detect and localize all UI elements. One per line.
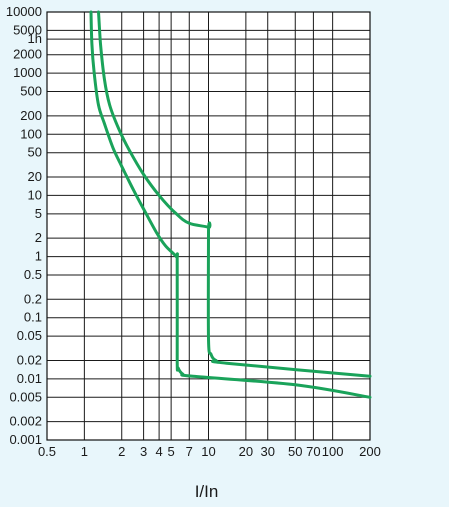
y-tick-label: 1: [35, 249, 42, 264]
x-tick-label: 1: [81, 444, 88, 459]
y-tick-label: 200: [20, 108, 42, 123]
x-tick-labels: 0.5 1 2 3 4 5 7 10 20 30 50 70 100 200: [38, 444, 381, 459]
x-tick-label: 50: [288, 444, 302, 459]
y-tick-label: 0.01: [17, 371, 42, 386]
y-tick-label: 0.2: [24, 291, 42, 306]
y-tick-label: 0.002: [9, 414, 42, 429]
y-tick-label: 0.1: [24, 310, 42, 325]
x-tick-label: 4: [155, 444, 162, 459]
x-tick-label: 2: [118, 444, 125, 459]
x-tick-label: 20: [239, 444, 253, 459]
y-tick-label: 1000: [13, 65, 42, 80]
x-tick-label: 30: [260, 444, 274, 459]
y-tick-label: 0.005: [9, 389, 42, 404]
x-tick-label: 200: [359, 444, 381, 459]
y-tick-label: 0.5: [24, 267, 42, 282]
y-tick-label: 20: [28, 169, 42, 184]
y-tick-label: 2: [35, 230, 42, 245]
y-tick-label: 0.02: [17, 352, 42, 367]
y-tick-label: 1h: [28, 31, 42, 46]
x-tick-label: 0.5: [38, 444, 56, 459]
y-tick-label: 5000: [13, 22, 42, 37]
series-layer: [89, 10, 372, 399]
x-axis-title: I/In: [195, 482, 219, 501]
y-tick-label: 50: [28, 145, 42, 160]
y-tick-label: 2000: [13, 47, 42, 62]
y-tick-label: 100: [20, 126, 42, 141]
trip-curve-line-2: [97, 10, 372, 378]
y-tick-label: 500: [20, 84, 42, 99]
plot-frame: [46, 11, 371, 441]
x-tick-label: 3: [140, 444, 147, 459]
y-tick-label: 0.05: [17, 328, 42, 343]
x-tick-label: 5: [168, 444, 175, 459]
y-tick-label: 5: [35, 206, 42, 221]
x-tick-label: 100: [322, 444, 344, 459]
x-tick-label: 10: [201, 444, 215, 459]
y-tick-label: 10000: [6, 4, 42, 19]
trip-curve-line-1: [89, 10, 372, 399]
x-tick-label: 70: [306, 444, 320, 459]
y-tick-label: 0.001: [9, 432, 42, 447]
y-tick-label: 10: [28, 187, 42, 202]
x-tick-label: 7: [186, 444, 193, 459]
